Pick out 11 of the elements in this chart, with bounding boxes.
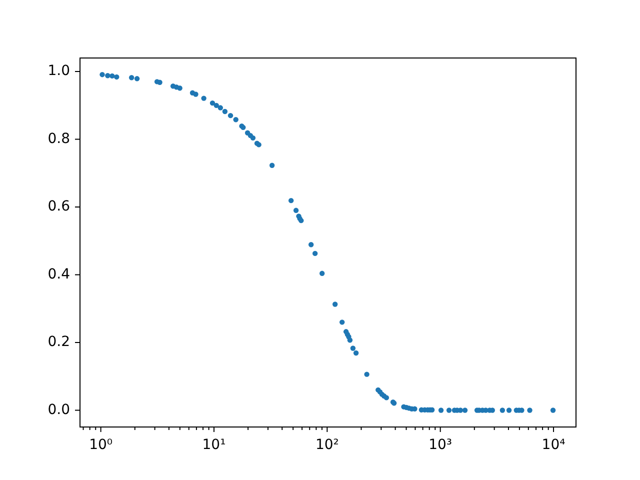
x-tick-label: 10⁴ [542,437,566,454]
y-tick-label: 1.0 [48,63,70,80]
x-tick-label: 10² [315,437,339,454]
y-tick-label: 0.2 [48,334,70,350]
x-tick-label: 10¹ [202,437,226,454]
y-tick-label: 0.0 [48,402,70,418]
y-tick-label: 0.8 [48,130,70,147]
y-tick-label: 0.6 [48,198,70,215]
x-tick-label: 10³ [428,437,452,454]
x-tick-label: 10⁰ [89,437,113,454]
y-tick-label: 0.4 [48,266,70,282]
